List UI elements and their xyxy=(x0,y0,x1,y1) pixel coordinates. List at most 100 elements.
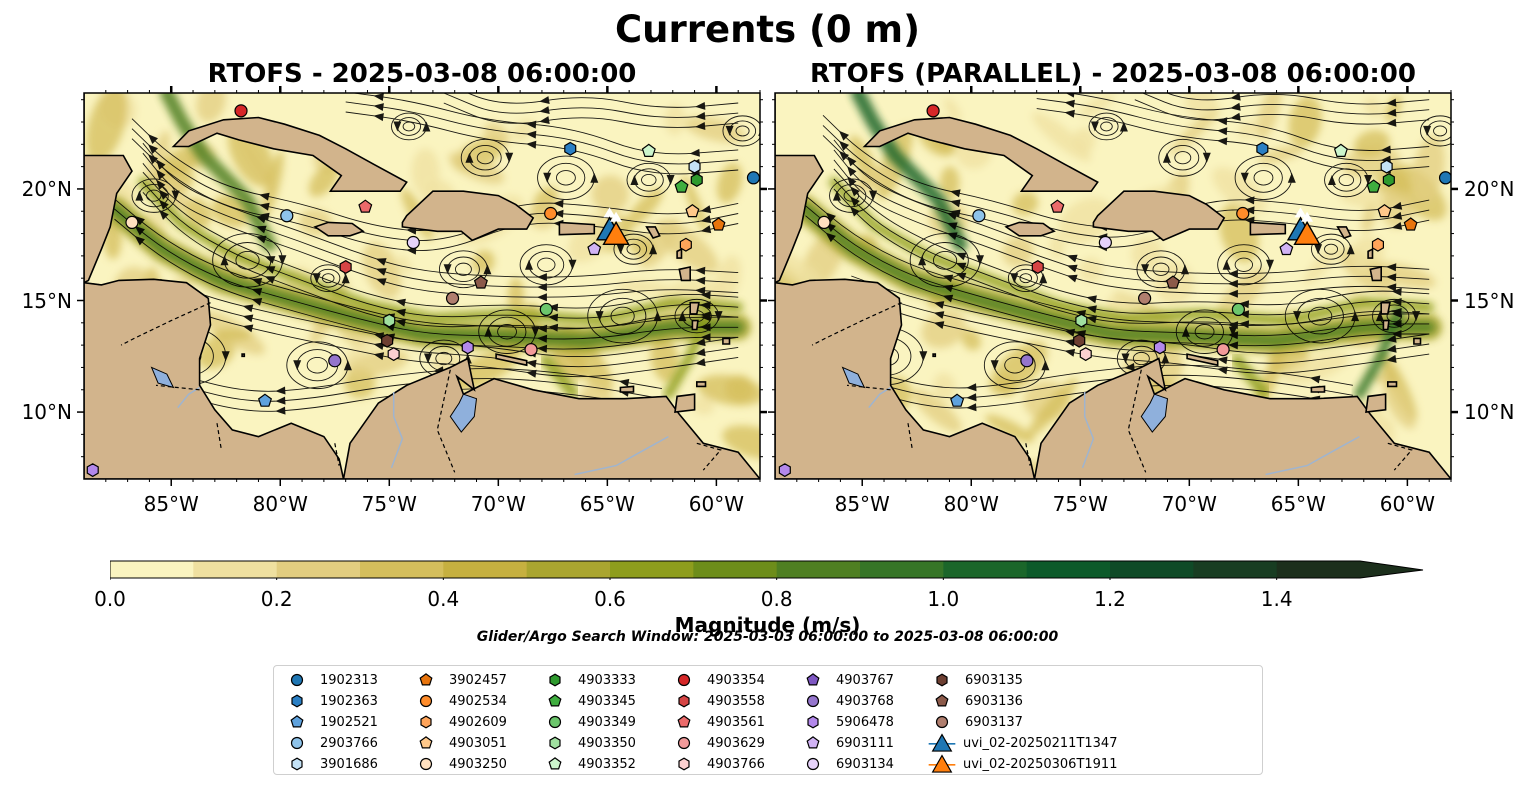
left-lake-maracaibo xyxy=(449,393,478,433)
left-land-central-america xyxy=(84,93,345,479)
left-float-4903349-19 xyxy=(539,302,553,317)
legend-entry: 4903350 xyxy=(540,733,636,753)
legend-label: 1902363 xyxy=(320,693,378,709)
right-float-6903136-17 xyxy=(1165,275,1180,289)
left-float-4903766-22 xyxy=(387,347,400,362)
left-lon-tick-label: 80°W xyxy=(252,492,308,516)
hexagon-marker-icon xyxy=(549,736,561,750)
colorbar-extend-arrow xyxy=(1360,561,1423,578)
pentagon-marker-icon xyxy=(548,694,562,707)
left-land-yucatan-tip xyxy=(84,154,133,284)
left-glider-uvi_02-20250306T1911 xyxy=(602,220,630,245)
legend-entry: 1902363 xyxy=(282,691,378,711)
left-land-lesser-antilles-a xyxy=(676,247,683,259)
right-lon-tick-label: 75°W xyxy=(1052,492,1108,516)
left-river-0 xyxy=(390,392,404,469)
left-land-trinidad xyxy=(674,393,696,414)
left-float-2903766-8 xyxy=(280,209,294,223)
legend-label: 6903111 xyxy=(836,735,894,751)
legend-entry: 6903136 xyxy=(927,691,1023,711)
right-float-4903558-16 xyxy=(1031,260,1044,274)
legend-entry: 4902534 xyxy=(411,691,507,711)
left-float-4902534-10 xyxy=(544,206,558,221)
right-land-ne-islands xyxy=(1336,226,1352,239)
circle-marker-icon xyxy=(806,694,820,708)
colorbar-tick-label: 0.6 xyxy=(594,587,626,611)
left-float-4903352-2 xyxy=(641,143,656,158)
left-lat-tick-label: 15°N xyxy=(21,288,72,313)
right-float-4902534-10 xyxy=(1236,206,1250,221)
right-lon-tick-label: 60°W xyxy=(1379,492,1435,516)
legend-entry: 4903354 xyxy=(669,670,765,690)
right-float-2903766-8 xyxy=(972,209,986,223)
colorbar-tick-label: 0.4 xyxy=(427,587,460,611)
search-window-note: Glider/Argo Search Window: 2025-03-03 06… xyxy=(476,629,1059,645)
left-float-1902313-6 xyxy=(746,171,760,185)
legend-label: 6903136 xyxy=(965,693,1023,709)
right-land-trinidad xyxy=(1365,393,1387,414)
left-float-4903561-9 xyxy=(358,199,373,213)
left-border-3 xyxy=(334,443,340,466)
legend-label: 4903352 xyxy=(578,756,636,772)
legend-label: uvi_02-20250306T1911 xyxy=(963,756,1118,772)
circle-marker-icon xyxy=(290,736,304,750)
right-frame xyxy=(774,92,1452,480)
left-land-hispaniola xyxy=(401,190,535,242)
right-lake-maracaibo xyxy=(1140,393,1169,433)
left-land-cuba xyxy=(171,116,408,192)
left-lat-tick-label: 10°N xyxy=(21,400,72,425)
legend-label: 4903349 xyxy=(578,714,636,730)
right-float-4903561-9 xyxy=(1050,199,1065,213)
colorbar-bin-11 xyxy=(1026,561,1111,578)
circle-marker-icon xyxy=(677,673,691,687)
circle-marker-icon xyxy=(290,673,304,687)
pentagon-marker-icon xyxy=(290,715,304,728)
pentagon-marker-icon xyxy=(677,715,691,728)
right-float-4903768-25 xyxy=(1020,354,1034,368)
landmasses xyxy=(84,93,760,479)
legend-label: 4903558 xyxy=(707,693,765,709)
right-land-south-america xyxy=(1033,357,1451,479)
right-border-0 xyxy=(811,302,902,346)
right-float-6903134-13 xyxy=(1098,235,1112,250)
right-float-1902313-6 xyxy=(1438,171,1451,185)
right-float-1902521-26 xyxy=(950,393,965,407)
right-land-tobago xyxy=(1386,381,1398,388)
left-lon-tick-label: 65°W xyxy=(579,492,635,516)
legend-label: 2903766 xyxy=(320,735,378,751)
legend-entry: 4903333 xyxy=(540,670,636,690)
colorbar-tick-label: 1.2 xyxy=(1094,587,1126,611)
right-land-lesser-antilles-a xyxy=(1367,247,1374,259)
left-river-1 xyxy=(574,435,669,476)
right-float-6903111-14 xyxy=(1279,241,1294,256)
colorbar-bin-3 xyxy=(360,561,444,578)
legend-entry: 4903768 xyxy=(798,691,894,711)
rtofs-current-map[interactable] xyxy=(77,86,767,486)
rtofs-parallel-current-map[interactable] xyxy=(768,86,1458,486)
colorbar-bin-10 xyxy=(943,561,1028,578)
right-border-5 xyxy=(1387,442,1413,471)
left-lon-tick-label: 85°W xyxy=(143,492,199,516)
hexagon-marker-icon xyxy=(420,715,432,729)
legend-entry: 3901686 xyxy=(282,754,378,774)
left-land-ne-islands xyxy=(645,226,661,239)
right-lon-tick-label: 70°W xyxy=(1161,492,1217,516)
triangle-marker-icon xyxy=(928,733,956,752)
legend-label: 6903134 xyxy=(836,756,894,772)
right-land-puerto-rico xyxy=(1249,221,1287,236)
colorbar-bin-12 xyxy=(1110,561,1194,578)
left-float-4903558-16 xyxy=(339,260,352,274)
circle-marker-icon xyxy=(806,757,820,771)
legend-entry: 4903349 xyxy=(540,712,636,732)
colorbar-tick-label: 0.2 xyxy=(260,587,293,611)
colorbar-bin-13 xyxy=(1193,561,1278,578)
legend-entry: 6903135 xyxy=(927,670,1023,690)
legend-entry: 2903766 xyxy=(282,733,378,753)
colorbar-bin-6 xyxy=(610,561,694,578)
right-float-5906478-27 xyxy=(778,463,791,478)
left-land-puerto-rico xyxy=(558,221,596,236)
legend-entry: 3902457 xyxy=(411,670,507,690)
right-river-1 xyxy=(1265,435,1360,476)
right-lon-tick-label: 80°W xyxy=(943,492,999,516)
right-lon-tick-label: 65°W xyxy=(1270,492,1326,516)
